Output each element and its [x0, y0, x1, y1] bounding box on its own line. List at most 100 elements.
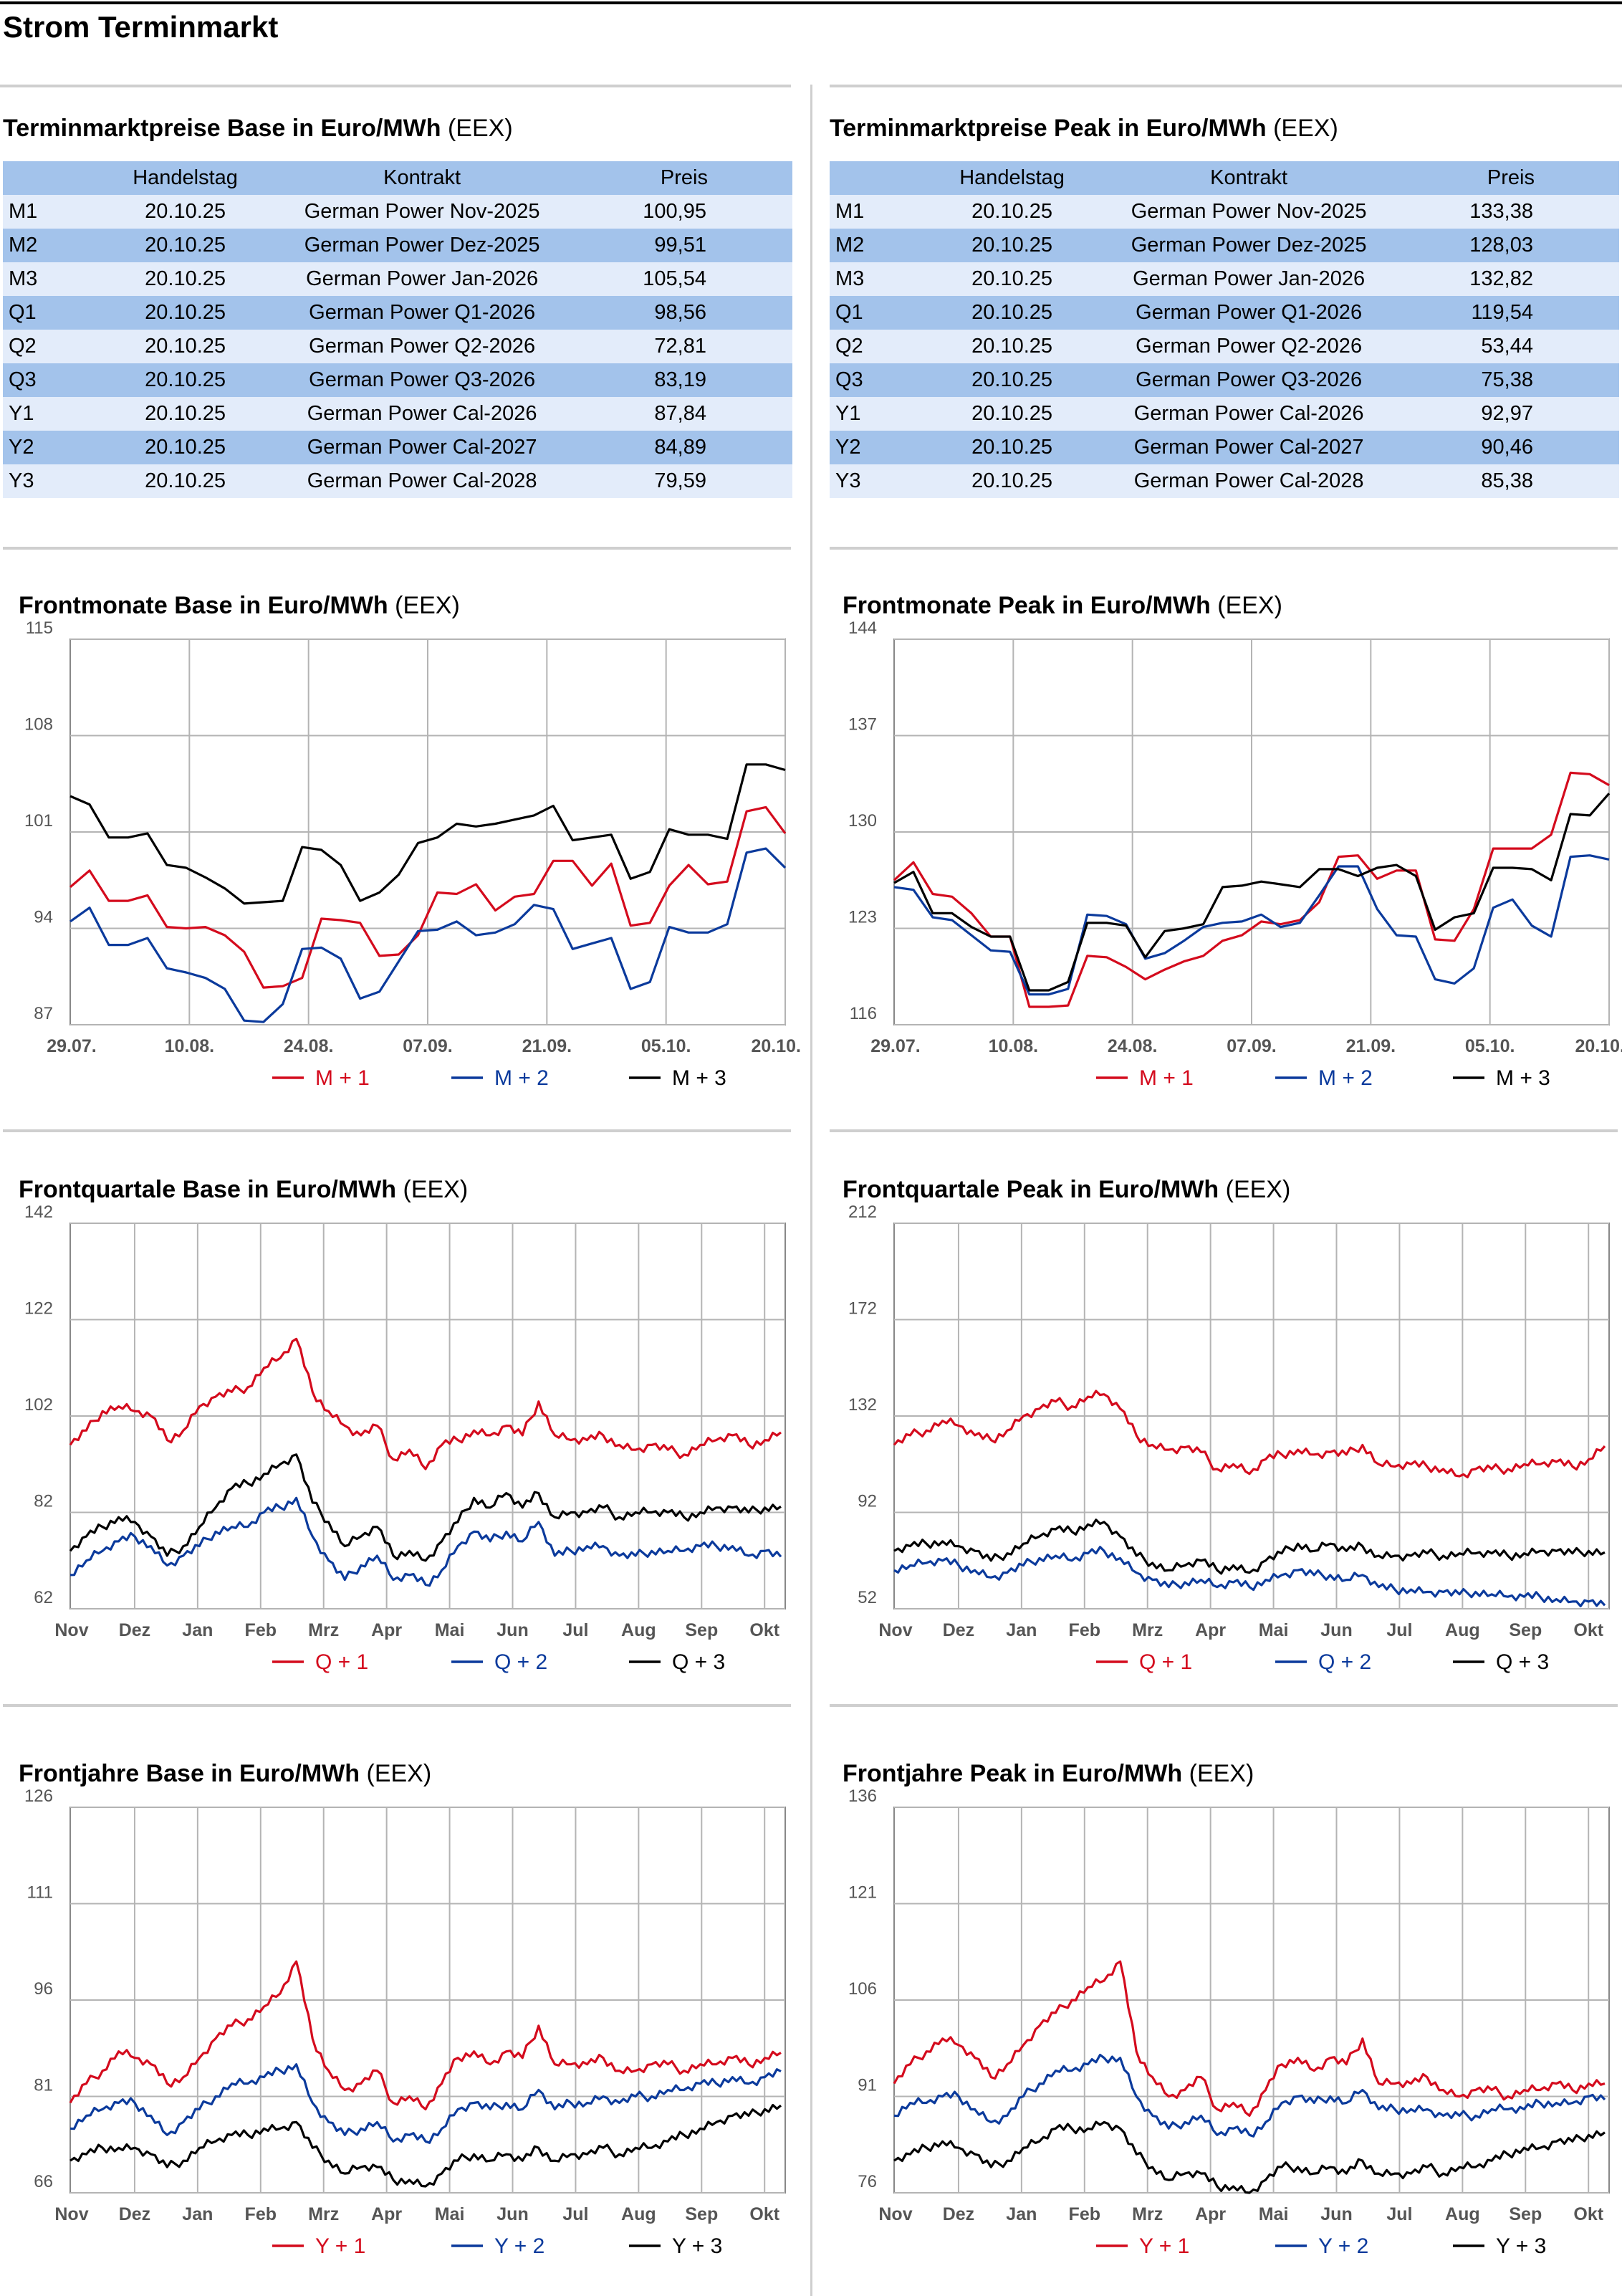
x-tick-label: Mai — [1259, 2204, 1289, 2224]
price: 75,38 — [1481, 368, 1533, 391]
y-tick-label: 121 — [848, 1883, 877, 1903]
series-line-q1 — [69, 1337, 782, 1470]
x-tick-label: Mrz — [308, 1620, 339, 1640]
price: 84,89 — [654, 436, 706, 459]
row-label: Q1 — [9, 301, 37, 324]
y-tick-label: 62 — [34, 1588, 53, 1607]
legend-label: Y + 1 — [1139, 2234, 1189, 2258]
x-tick-label: Sep — [1509, 2204, 1542, 2224]
table-row: Q2 20.10.25 German Power Q2-2026 53,44 — [830, 330, 1619, 363]
y-tick-label: 132 — [848, 1395, 877, 1415]
x-tick-label: Jun — [1320, 2204, 1352, 2224]
contract: German Power Q2-2026 — [1136, 335, 1363, 358]
frontquartale-peak-chart: Frontquartale Peak in Euro/MWh (EEX) 52 92… — [843, 1176, 1610, 1674]
contract: German Power Cal-2027 — [307, 436, 537, 459]
table-row: M3 20.10.25 German Power Jan-2026 105,54 — [3, 262, 792, 296]
x-tick-label: Feb — [245, 2204, 277, 2224]
chart-title: Frontmonate Peak in Euro/MWh (EEX) — [843, 592, 1282, 619]
table-row: Q1 20.10.25 German Power Q1-2026 98,56 — [3, 296, 792, 330]
legend-label: Q + 2 — [494, 1650, 547, 1674]
table-row: M3 20.10.25 German Power Jan-2026 132,82 — [830, 262, 1619, 296]
table-row: M1 20.10.25 German Power Nov-2025 133,38 — [830, 195, 1619, 229]
row-label: Y1 — [9, 402, 34, 425]
contract: German Power Q3-2026 — [1136, 368, 1363, 391]
column-header: Preis — [660, 166, 708, 189]
section-divider — [3, 547, 791, 550]
legend-label: Y + 1 — [315, 2234, 365, 2258]
series-line-q1 — [893, 1389, 1606, 1478]
section-divider — [3, 1704, 791, 1707]
row-label: Q2 — [9, 335, 37, 358]
trading-day: 20.10.25 — [145, 368, 226, 391]
column-header — [830, 161, 956, 195]
x-tick-label: 29.07. — [870, 1036, 921, 1056]
table-header-row: Handelstag Kontrakt Preis — [3, 161, 792, 195]
y-tick-label: 96 — [34, 1979, 53, 1999]
y-tick-label: 122 — [24, 1299, 53, 1319]
y-tick-label: 87 — [34, 1004, 53, 1023]
x-tick-label: Mai — [435, 1620, 465, 1640]
table-row: Y1 20.10.25 German Power Cal-2026 92,97 — [830, 397, 1619, 431]
x-tick-label: Dez — [119, 2204, 150, 2224]
frontjahre-base-chart: Frontjahre Base in Euro/MWh (EEX) 66 81 96 1… — [19, 1760, 786, 2258]
x-tick-label: Jun — [496, 1620, 528, 1640]
section-divider — [0, 85, 791, 87]
x-tick-label: Nov — [54, 2204, 88, 2224]
x-tick-label: Jul — [562, 1620, 588, 1640]
y-tick-label: 130 — [848, 811, 877, 831]
series-line-y3 — [69, 2103, 782, 2188]
price: 79,59 — [654, 469, 706, 492]
y-tick-label: 144 — [848, 618, 877, 638]
x-tick-label: 20.10. — [1575, 1036, 1622, 1056]
x-tick-label: 24.08. — [284, 1036, 334, 1056]
contract: German Power Q2-2026 — [309, 335, 536, 358]
row-label: Q3 — [835, 368, 863, 391]
x-tick-label: Feb — [1069, 1620, 1100, 1640]
y-tick-label: 212 — [848, 1202, 877, 1222]
y-tick-label: 111 — [27, 1883, 53, 1903]
x-tick-label: Jul — [1386, 1620, 1412, 1640]
trading-day: 20.10.25 — [145, 335, 226, 358]
y-tick-label: 108 — [24, 715, 53, 735]
y-tick-label: 76 — [858, 2172, 877, 2191]
table-header-row: Handelstag Kontrakt Preis — [830, 161, 1619, 195]
column-header: Handelstag — [959, 166, 1065, 189]
trading-day: 20.10.25 — [971, 436, 1053, 459]
price: 85,38 — [1481, 469, 1533, 492]
x-tick-label: Jun — [496, 2204, 528, 2224]
base-price-table: Handelstag Kontrakt Preis M1 20.10.25 German … — [3, 161, 792, 498]
x-tick-label: Apr — [371, 2204, 402, 2224]
column-header: Kontrakt — [383, 166, 461, 189]
peak-price-table: Handelstag Kontrakt Preis M1 20.10.25 German … — [830, 161, 1619, 498]
row-label: Y3 — [9, 469, 34, 492]
trading-day: 20.10.25 — [971, 335, 1053, 358]
table-row: Q3 20.10.25 German Power Q3-2026 75,38 — [830, 363, 1619, 397]
legend-label: M + 1 — [1139, 1066, 1194, 1090]
table-row: Y1 20.10.25 German Power Cal-2026 87,84 — [3, 397, 792, 431]
trading-day: 20.10.25 — [971, 267, 1053, 290]
series-line-q3 — [69, 1453, 782, 1562]
table-row: M1 20.10.25 German Power Nov-2025 100,95 — [3, 195, 792, 229]
x-tick-label: Jan — [182, 1620, 213, 1640]
y-tick-label: 172 — [848, 1299, 877, 1319]
chart-title: Frontquartale Peak in Euro/MWh (EEX) — [843, 1176, 1290, 1203]
price: 100,95 — [643, 200, 706, 223]
price: 92,97 — [1481, 402, 1533, 425]
y-tick-label: 115 — [26, 618, 53, 638]
trading-day: 20.10.25 — [971, 301, 1053, 324]
x-tick-label: Aug — [1445, 1620, 1480, 1640]
contract: German Power Dez-2025 — [304, 234, 540, 257]
series-line-q2 — [69, 1496, 782, 1587]
legend-label: Y + 3 — [672, 2234, 722, 2258]
table-row: Q1 20.10.25 German Power Q1-2026 119,54 — [830, 296, 1619, 330]
price: 72,81 — [654, 335, 706, 358]
top-rule — [0, 1, 1622, 4]
legend-label: Y + 3 — [1496, 2234, 1546, 2258]
trading-day: 20.10.25 — [145, 301, 226, 324]
x-tick-label: Sep — [685, 1620, 718, 1640]
row-label: Y1 — [835, 402, 861, 425]
x-tick-label: Mrz — [1132, 2204, 1163, 2224]
trading-day: 20.10.25 — [971, 200, 1053, 223]
x-tick-label: Nov — [878, 2204, 912, 2224]
contract: German Power Nov-2025 — [1131, 200, 1367, 223]
